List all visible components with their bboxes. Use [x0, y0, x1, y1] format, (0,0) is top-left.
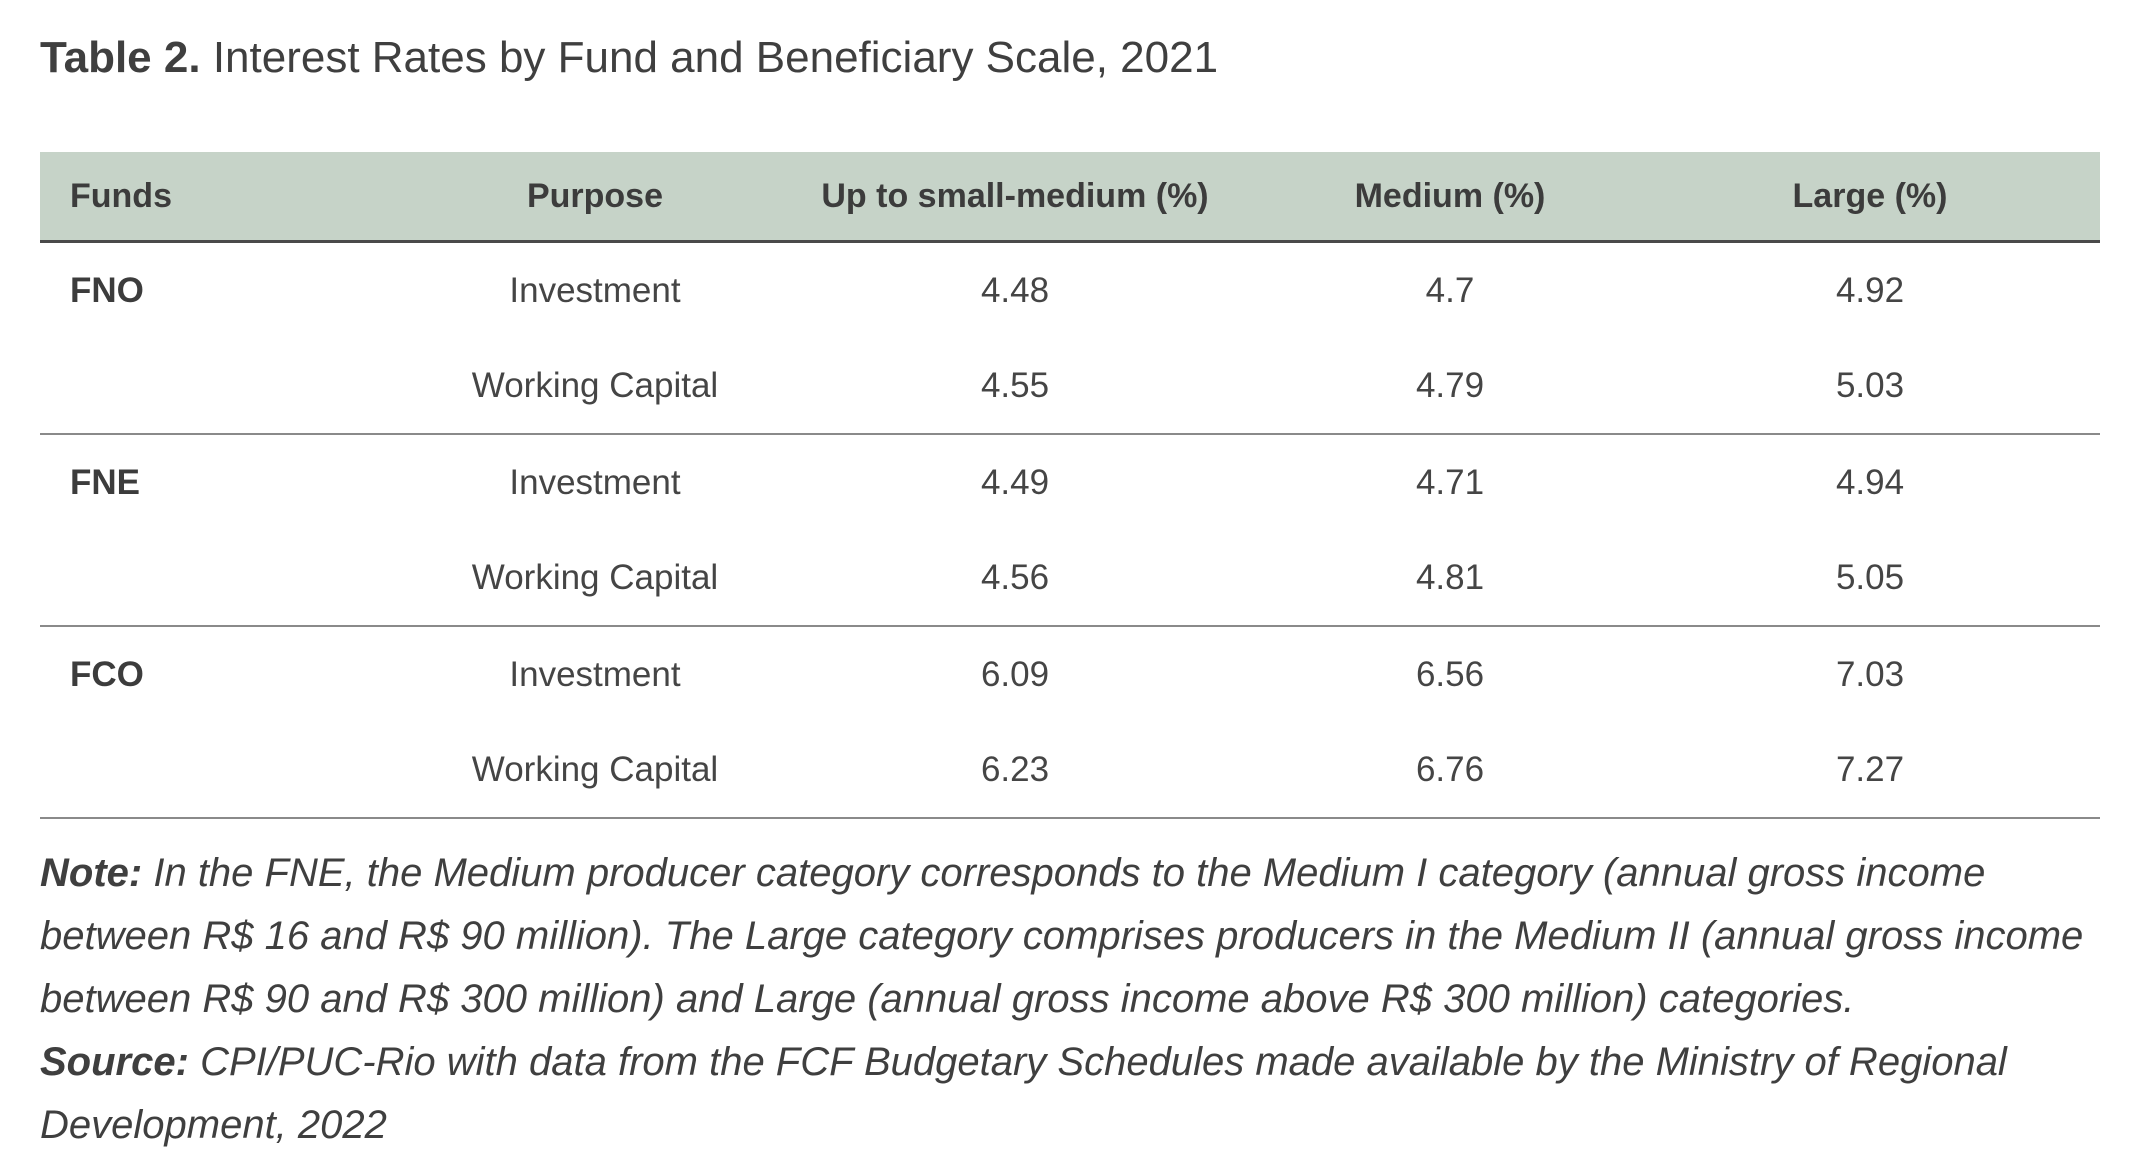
large-cell: 4.94 [1835, 462, 1905, 502]
source-label: Source: [40, 1040, 189, 1084]
note-text: In the FNE, the Medium producer category… [40, 851, 2084, 1021]
table-title: Table 2. Interest Rates by Fund and Bene… [40, 30, 1218, 86]
small-medium-cell: 6.23 [770, 722, 1260, 819]
large-cell: 5.03 [1640, 338, 2100, 435]
large-cell: 7.27 [1640, 722, 2100, 819]
medium-cell: 4.7 [1425, 270, 1475, 310]
purpose-cell: Investment [509, 462, 681, 502]
table-caption: Interest Rates by Fund and Beneficiary S… [212, 33, 1219, 82]
medium-cell: 6.76 [1260, 722, 1640, 819]
fund-cell: FNO [70, 270, 144, 310]
note-paragraph: Note: In the FNE, the Medium producer ca… [40, 842, 2110, 1031]
large-cell: 4.92 [1835, 270, 1905, 310]
purpose-cell: Investment [509, 654, 681, 694]
purpose-cell: Working Capital [420, 530, 770, 627]
header-small-medium: Up to small-medium (%) [770, 152, 1260, 243]
small-medium-cell: 4.55 [770, 338, 1260, 435]
small-medium-cell: 4.56 [770, 530, 1260, 627]
fund-cell [40, 530, 420, 627]
header-row: Funds Purpose Up to small-medium (%) Med… [40, 152, 2100, 243]
small-medium-cell: 4.48 [980, 270, 1050, 310]
table-row: Working Capital 4.55 4.79 5.03 [40, 338, 2100, 435]
source-paragraph: Source: CPI/PUC-Rio with data from the F… [40, 1031, 2110, 1157]
table-row: FCO Investment 6.09 6.56 7.03 [40, 626, 2100, 722]
purpose-cell: Working Capital [420, 338, 770, 435]
large-cell: 5.05 [1640, 530, 2100, 627]
table-body: FNO Investment 4.48 4.7 4.92 Working Cap… [40, 242, 2100, 819]
table-row: Working Capital 6.23 6.76 7.27 [40, 722, 2100, 819]
table-row: FNE Investment 4.49 4.71 4.94 [40, 434, 2100, 530]
medium-cell: 6.56 [1415, 654, 1485, 694]
purpose-cell: Working Capital [420, 722, 770, 819]
table-header: Funds Purpose Up to small-medium (%) Med… [40, 152, 2100, 243]
table-row: FNO Investment 4.48 4.7 4.92 [40, 242, 2100, 339]
fund-cell: FNE [70, 462, 140, 502]
header-large: Large (%) [1640, 152, 2100, 243]
fund-cell: FCO [70, 654, 144, 694]
header-funds: Funds [40, 152, 420, 243]
table-number: Table 2. [40, 33, 201, 82]
medium-cell: 4.81 [1260, 530, 1640, 627]
purpose-cell: Investment [509, 270, 681, 310]
table-row: Working Capital 4.56 4.81 5.05 [40, 530, 2100, 627]
interest-rates-table: Funds Purpose Up to small-medium (%) Med… [40, 152, 2100, 819]
large-cell: 7.03 [1835, 654, 1905, 694]
medium-cell: 4.71 [1415, 462, 1485, 502]
fund-cell [40, 338, 420, 435]
small-medium-cell: 6.09 [980, 654, 1050, 694]
source-text: CPI/PUC-Rio with data from the FCF Budge… [40, 1040, 2007, 1147]
medium-cell: 4.79 [1260, 338, 1640, 435]
fund-cell [40, 722, 420, 819]
table-notes: Note: In the FNE, the Medium producer ca… [40, 842, 2110, 1157]
header-medium: Medium (%) [1260, 152, 1640, 243]
header-purpose: Purpose [420, 152, 770, 243]
small-medium-cell: 4.49 [980, 462, 1050, 502]
note-label: Note: [40, 851, 143, 895]
